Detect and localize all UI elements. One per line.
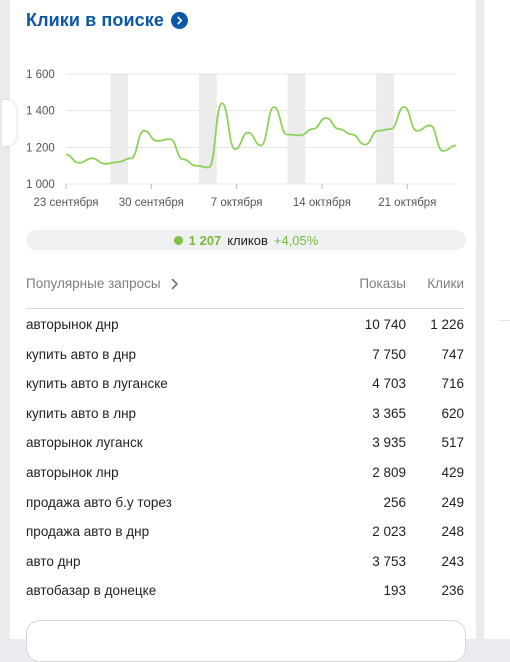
table-row: купить авто в днр 7 750 747 — [26, 339, 464, 369]
next-widget-card[interactable] — [26, 620, 466, 662]
weekend-band — [287, 74, 306, 184]
query-clicks: 429 — [441, 464, 464, 480]
query-text: продажа авто б.у торез — [26, 494, 172, 510]
chevron-right-icon — [171, 278, 178, 289]
x-tick-label: 14 октября — [293, 197, 351, 209]
x-tick-label: 7 октября — [211, 197, 263, 209]
query-clicks: 747 — [441, 346, 464, 362]
panel-divider — [498, 320, 510, 321]
query-text: автобазар в донецке — [26, 583, 157, 599]
query-clicks: 1 226 — [430, 317, 464, 332]
summary-unit: кликов — [227, 232, 268, 248]
query-shows: 10 740 — [364, 317, 406, 332]
clicks-line-chart: 1 600 1 400 1 200 1 000 23 сентября 30 сентяб… — [26, 69, 457, 209]
table-row: авто днр 3 753 243 — [26, 546, 464, 576]
table-row: продажа авто в днр 2 023 248 — [26, 516, 464, 546]
table-row: автобазар в донецке 193 236 — [26, 575, 464, 605]
summary-change: +4,05% — [273, 232, 319, 248]
query-text: авторынок днр — [26, 317, 119, 332]
query-clicks: 716 — [441, 376, 464, 392]
table-row: продажа авто б.у торез 256 249 — [26, 487, 464, 517]
query-shows: 2 809 — [372, 464, 406, 480]
search-clicks-widget: Клики в поиске 1 600 1 400 1 200 1 000 23 се… — [2, 0, 476, 662]
clicks-series-line — [65, 102, 457, 169]
widget-header: Клики в поиске — [26, 10, 188, 31]
weekend-band — [110, 74, 129, 184]
queries-table-body: авторынок днр 10 740 1 226 купить авто в… — [26, 309, 464, 605]
y-tick-label: 1 200 — [26, 142, 55, 154]
x-tick-label: 30 сентября — [119, 197, 184, 209]
query-shows: 3 935 — [372, 435, 406, 451]
series-dot-icon — [173, 235, 183, 245]
query-shows: 3 365 — [372, 405, 406, 421]
query-text: купить авто в луганске — [26, 376, 168, 392]
table-row: купить авто в луганске 4 703 716 — [26, 368, 464, 398]
clicks-column-header: Клики — [427, 276, 464, 291]
query-shows: 256 — [383, 494, 406, 510]
y-tick-label: 1 600 — [26, 69, 55, 81]
query-text: авторынок луганск — [26, 435, 143, 451]
adjacent-panel — [484, 0, 510, 639]
query-clicks: 243 — [441, 553, 464, 569]
query-clicks: 248 — [441, 524, 464, 540]
query-shows: 7 750 — [372, 346, 406, 362]
query-clicks: 620 — [441, 405, 464, 421]
query-clicks: 236 — [441, 583, 464, 599]
query-text: купить авто в днр — [26, 346, 137, 362]
shows-column-header: Показы — [359, 276, 406, 291]
header-divider — [26, 308, 464, 309]
clicks-summary-bar: 1 207 кликов +4,05% — [26, 230, 466, 250]
query-text: продажа авто в днр — [26, 524, 150, 540]
popular-queries-link[interactable]: Популярные запросы — [26, 276, 179, 291]
chevron-right-icon[interactable] — [171, 12, 188, 29]
table-row: авторынок лнр 2 809 429 — [26, 457, 464, 487]
y-tick-label: 1 400 — [26, 106, 55, 118]
query-text: авторынок лнр — [26, 464, 119, 480]
query-clicks: 517 — [441, 435, 464, 451]
clicks-chart: 1 600 1 400 1 200 1 000 23 сентября 30 сентяб… — [24, 62, 470, 212]
y-tick-label: 1 000 — [26, 179, 55, 191]
table-row: авторынок днр 10 740 1 226 — [26, 309, 464, 339]
query-shows: 4 703 — [372, 376, 406, 392]
query-shows: 193 — [383, 583, 406, 599]
query-text: авто днр — [26, 553, 81, 569]
x-tick-label: 21 октября — [378, 197, 436, 209]
x-tick-label: 23 сентября — [33, 197, 98, 209]
widget-title[interactable]: Клики в поиске — [26, 10, 164, 30]
table-row: авторынок луганск 3 935 517 — [26, 427, 464, 457]
summary-value: 1 207 — [188, 232, 222, 248]
query-shows: 2 023 — [372, 524, 406, 540]
query-shows: 3 753 — [372, 553, 406, 569]
carousel-prev-handle[interactable] — [2, 100, 16, 146]
popular-queries-label: Популярные запросы — [26, 276, 161, 291]
queries-table-header: Популярные запросы Показы Клики — [26, 276, 464, 298]
query-text: купить авто в лнр — [26, 405, 137, 421]
query-clicks: 249 — [441, 494, 464, 510]
table-row: купить авто в лнр 3 365 620 — [26, 398, 464, 428]
